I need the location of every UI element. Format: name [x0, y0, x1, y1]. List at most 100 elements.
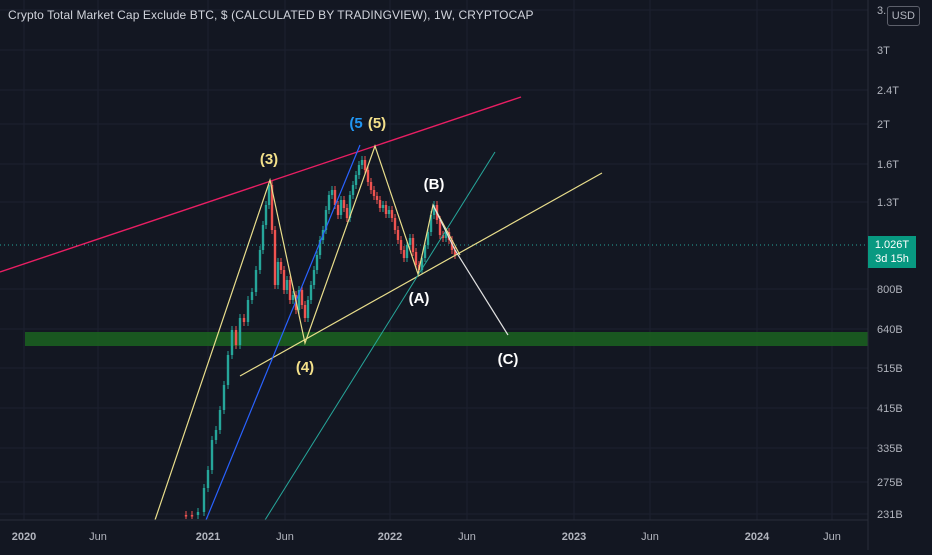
candle-body	[393, 218, 397, 230]
x-tick-label: 2022	[378, 531, 402, 543]
candle-body	[184, 515, 188, 517]
x-tick-label: Jun	[89, 531, 107, 543]
x-tick-label: Jun	[823, 531, 841, 543]
candle-body	[420, 258, 424, 270]
candle-body	[312, 270, 316, 285]
x-tick-label: 2020	[12, 531, 36, 543]
candle-body	[429, 215, 433, 232]
candle-body	[411, 238, 415, 252]
candle-body	[339, 200, 343, 215]
candle-body	[414, 252, 418, 265]
candle-body	[408, 238, 412, 245]
candle-body	[387, 210, 391, 214]
candle-body	[453, 250, 457, 255]
candle-body	[375, 196, 379, 200]
candle-body	[303, 305, 307, 318]
candle-body	[423, 245, 427, 258]
candle-body	[345, 208, 349, 218]
candle-body	[396, 230, 400, 240]
x-tick-label: Jun	[276, 531, 294, 543]
teal-trend-line	[264, 151, 496, 521]
wave-label: (5)	[368, 115, 386, 132]
candle-body	[432, 205, 436, 215]
candle-body	[381, 205, 385, 208]
last-price-value: 1.026T	[874, 239, 910, 251]
candle-body	[306, 300, 310, 318]
wave-label: (C)	[498, 351, 519, 368]
bar-countdown: 3d 15h	[875, 253, 909, 265]
candle-body	[291, 295, 295, 300]
candle-body	[441, 235, 445, 238]
candle-body	[402, 250, 406, 258]
wave-label: (4)	[296, 359, 314, 376]
candle-body	[378, 200, 382, 208]
y-tick-label: 335B	[877, 443, 903, 455]
candle-body	[288, 280, 292, 300]
candle-body	[360, 160, 364, 165]
candle-body	[300, 290, 304, 305]
y-tick-label: 640B	[877, 324, 903, 336]
candle-body	[405, 245, 409, 258]
candle-body	[196, 512, 200, 515]
candle-body	[234, 330, 238, 345]
upper-channel-line	[0, 96, 522, 273]
last-price-badge: 1.026T 3d 15h	[868, 236, 916, 268]
candle-body	[258, 250, 262, 270]
wave-label: (5	[349, 115, 362, 132]
candle-body	[390, 210, 394, 218]
y-tick-label: 515B	[877, 363, 903, 375]
candle-body	[324, 210, 328, 230]
candle-body	[333, 190, 337, 205]
candle-body	[363, 160, 367, 170]
candle-body	[226, 355, 230, 385]
candle-body	[336, 205, 340, 215]
candle-body	[230, 330, 234, 355]
candle-body	[369, 182, 373, 190]
y-tick-label: 1.6T	[877, 159, 899, 171]
candle-body	[222, 385, 226, 410]
candle-body	[218, 410, 222, 430]
candle-body	[246, 300, 250, 322]
candle-body	[190, 515, 194, 517]
candle-body	[342, 200, 346, 208]
wave-label: (B)	[424, 176, 445, 193]
y-tick-label: 275B	[877, 477, 903, 489]
candle-body	[327, 195, 331, 210]
x-tick-label: 2024	[745, 531, 770, 543]
candle-body	[206, 470, 210, 488]
candle-body	[264, 205, 268, 225]
wave-label: (3)	[260, 151, 278, 168]
y-tick-label: 231B	[877, 509, 903, 521]
candle-body	[366, 170, 370, 182]
x-tick-label: 2023	[562, 531, 586, 543]
chart-title: Crypto Total Market Cap Exclude BTC, $ (…	[8, 8, 534, 22]
candle-body	[354, 175, 358, 185]
candle-body	[426, 232, 430, 245]
candle-body	[357, 165, 361, 175]
candle-body	[250, 292, 254, 300]
wave-label: (A)	[409, 290, 430, 307]
y-tick-label: 800B	[877, 284, 903, 296]
candle-body	[214, 430, 218, 440]
support-zone	[25, 332, 868, 346]
candle-body	[372, 190, 376, 196]
currency-button[interactable]: USD	[886, 6, 920, 26]
candle-body	[297, 290, 301, 310]
candle-body	[279, 262, 283, 270]
candle-body	[276, 262, 280, 285]
candle-body	[267, 185, 271, 205]
candle-body	[447, 232, 451, 240]
candle-body	[202, 488, 206, 512]
candle-body	[270, 185, 274, 230]
candle-body	[261, 225, 265, 250]
y-tick-label: 1.3T	[877, 197, 899, 209]
x-tick-label: Jun	[641, 531, 659, 543]
candle-body	[273, 230, 277, 285]
projected-c-leg	[432, 204, 509, 336]
candle-body	[330, 190, 334, 195]
blue-trend-line	[205, 144, 361, 521]
candle-body	[242, 318, 246, 322]
candle-body	[399, 240, 403, 250]
